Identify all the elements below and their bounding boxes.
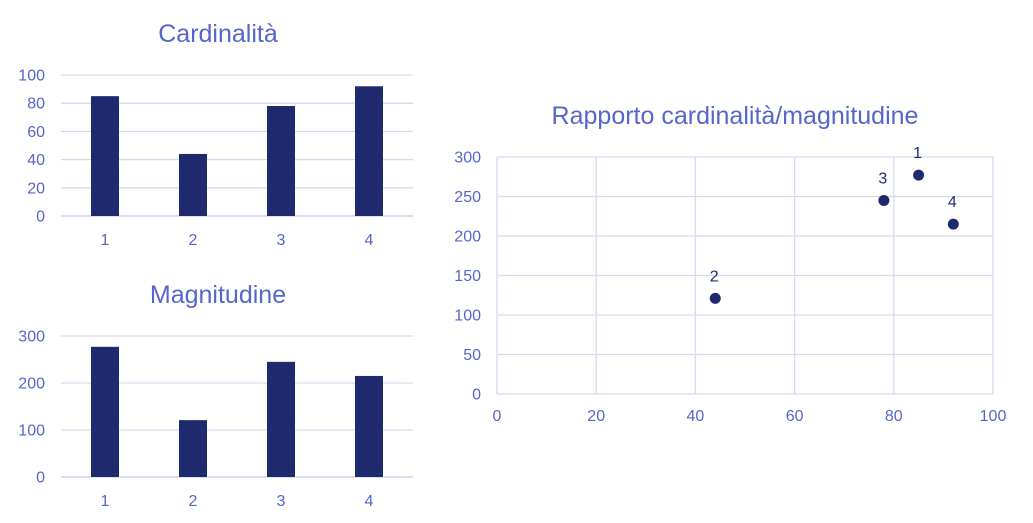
y-tick-label: 150 (454, 268, 481, 285)
bar (179, 420, 207, 477)
bar (267, 106, 295, 216)
y-tick-label: 250 (454, 189, 481, 206)
point-label: 2 (710, 268, 719, 285)
x-tick-label: 20 (587, 408, 605, 425)
bar (179, 153, 207, 216)
bar (91, 346, 119, 477)
x-tick-label: 0 (493, 408, 502, 425)
y-tick-label: 20 (27, 180, 45, 197)
y-tick-label: 100 (18, 68, 45, 85)
bar (355, 86, 383, 216)
scatter-point (947, 218, 959, 230)
scatter-point (709, 292, 721, 304)
y-tick-label: 100 (454, 308, 481, 325)
y-tick-label: 200 (454, 229, 481, 246)
x-tick-label: 80 (885, 408, 903, 425)
x-tick-label: 3 (277, 232, 286, 249)
bar (355, 375, 383, 477)
chart-title-rapporto: Rapporto cardinalità/magnitudine (552, 102, 919, 130)
x-tick-label: 40 (687, 408, 705, 425)
y-tick-label: 0 (36, 470, 45, 487)
y-tick-label: 50 (463, 347, 481, 364)
y-tick-label: 60 (27, 124, 45, 141)
x-tick-label: 2 (189, 493, 198, 510)
y-tick-label: 300 (18, 329, 45, 346)
y-tick-label: 100 (18, 423, 45, 440)
y-tick-label: 0 (36, 209, 45, 226)
y-tick-label: 40 (27, 152, 45, 169)
x-tick-label: 4 (365, 493, 374, 510)
x-tick-label: 3 (277, 493, 286, 510)
y-tick-label: 0 (472, 387, 481, 404)
chart-title-cardinalita: Cardinalità (158, 20, 278, 48)
bar (267, 361, 295, 477)
scatter-point (913, 169, 925, 181)
x-tick-label: 1 (101, 493, 110, 510)
x-tick-label: 60 (786, 408, 804, 425)
x-tick-label: 100 (980, 408, 1007, 425)
y-tick-label: 80 (27, 96, 45, 113)
point-label: 3 (878, 170, 887, 187)
x-tick-label: 1 (101, 232, 110, 249)
y-tick-label: 200 (18, 376, 45, 393)
y-tick-label: 300 (454, 150, 481, 167)
scatter-point (878, 194, 890, 206)
chart-title-magnitudine: Magnitudine (150, 281, 286, 309)
x-tick-label: 4 (365, 232, 374, 249)
point-label: 1 (913, 145, 922, 162)
x-tick-label: 2 (189, 232, 198, 249)
bar (91, 96, 119, 216)
point-label: 4 (948, 194, 957, 211)
